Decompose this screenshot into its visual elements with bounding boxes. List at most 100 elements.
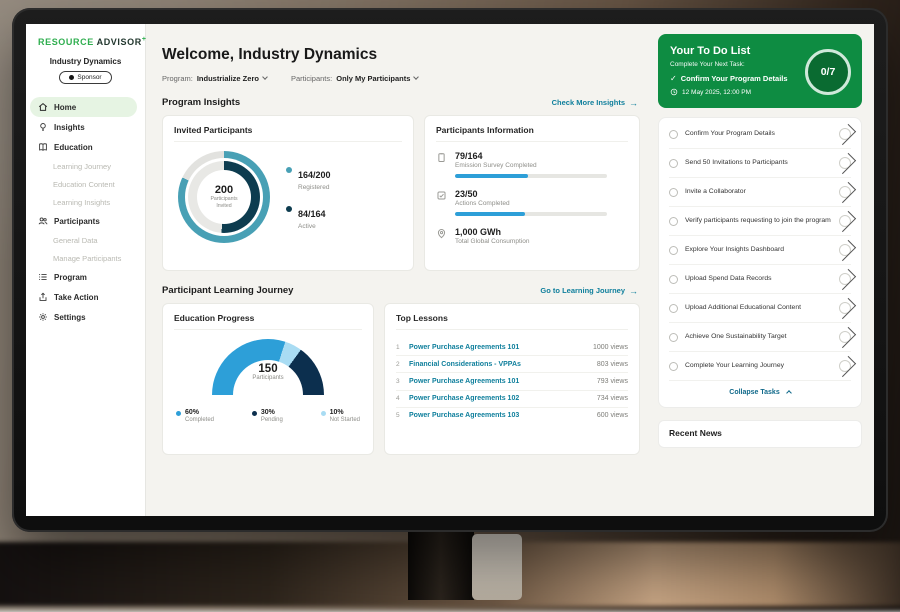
main-content: Welcome, Industry Dynamics Program:Indus… bbox=[146, 24, 652, 516]
arrow-right-icon bbox=[629, 98, 638, 108]
sidebar-item-settings[interactable]: Settings bbox=[26, 307, 145, 327]
monitor-stand bbox=[408, 530, 474, 600]
chevron-down-icon bbox=[262, 74, 268, 80]
legend-label: Pending bbox=[261, 417, 283, 423]
task-checkbox[interactable] bbox=[669, 362, 678, 371]
task-checkbox[interactable] bbox=[669, 159, 678, 168]
task-checkbox[interactable] bbox=[669, 188, 678, 197]
task-checkbox[interactable] bbox=[669, 217, 678, 226]
insights-cards: Invited Participants 200 Participants In… bbox=[162, 115, 640, 271]
check-icon bbox=[670, 74, 677, 83]
lesson-rank: 2 bbox=[396, 361, 409, 368]
task-checkbox[interactable] bbox=[669, 304, 678, 313]
recent-news-header: Recent News bbox=[658, 420, 862, 448]
collapse-tasks-link[interactable]: Collapse Tasks bbox=[669, 381, 851, 405]
lesson-rank: 1 bbox=[396, 344, 409, 351]
sponsor-badge-label: Sponsor bbox=[77, 74, 101, 81]
speaker-object bbox=[472, 534, 522, 600]
donut-center-label: Participants Invited bbox=[207, 196, 241, 210]
task-open-button[interactable] bbox=[839, 273, 851, 285]
task-open-button[interactable] bbox=[839, 302, 851, 314]
task-row[interactable]: Send 50 Invitations to Participants bbox=[669, 149, 851, 178]
sidebar-item-manage-participants[interactable]: Manage Participants bbox=[26, 249, 145, 267]
program-insights-header: Program Insights Check More Insights bbox=[162, 97, 638, 108]
task-open-button[interactable] bbox=[839, 215, 851, 227]
sponsor-badge[interactable]: Sponsor bbox=[59, 71, 111, 84]
check-more-insights-link[interactable]: Check More Insights bbox=[552, 98, 638, 108]
sidebar-item-label: Education Content bbox=[53, 180, 115, 189]
legend-dot bbox=[176, 411, 181, 416]
legend-completed: 60%Completed bbox=[176, 409, 214, 423]
chevron-right-icon bbox=[834, 181, 855, 202]
task-row[interactable]: Complete Your Learning Journey bbox=[669, 352, 851, 381]
task-open-button[interactable] bbox=[839, 244, 851, 256]
task-open-button[interactable] bbox=[839, 331, 851, 343]
action-arrow-icon bbox=[38, 292, 48, 302]
task-row[interactable]: Confirm Your Program Details bbox=[669, 120, 851, 149]
info-value: 79/164 bbox=[455, 151, 607, 161]
lesson-title-link[interactable]: Power Purchase Agreements 101 bbox=[409, 378, 597, 385]
participants-filter[interactable]: Participants:Only My Participants bbox=[291, 74, 418, 83]
lesson-views: 803 views bbox=[597, 361, 628, 368]
card-title: Education Progress bbox=[174, 313, 362, 330]
task-label: Invite a Collaborator bbox=[685, 188, 832, 197]
task-open-button[interactable] bbox=[839, 186, 851, 198]
program-filter[interactable]: Program:Industrialize Zero bbox=[162, 74, 267, 83]
task-open-button[interactable] bbox=[839, 360, 851, 372]
legend-pct: 10% bbox=[330, 409, 360, 416]
list-icon bbox=[38, 272, 48, 282]
task-checkbox[interactable] bbox=[669, 333, 678, 342]
legend-pct: 60% bbox=[185, 409, 214, 416]
sidebar-item-learning-insights[interactable]: Learning Insights bbox=[26, 193, 145, 211]
sidebar-item-education[interactable]: Education bbox=[26, 137, 145, 157]
lesson-views: 734 views bbox=[597, 395, 628, 402]
sidebar-item-home[interactable]: Home bbox=[30, 97, 137, 117]
users-icon bbox=[38, 216, 48, 226]
legend-total: /164 bbox=[308, 209, 326, 219]
task-open-button[interactable] bbox=[839, 157, 851, 169]
journey-cards: Education Progress 150 Participants 60%C… bbox=[162, 303, 640, 455]
section-title: Program Insights bbox=[162, 97, 240, 108]
legend-active: 84/164 Active bbox=[286, 204, 331, 230]
lesson-title-link[interactable]: Financial Considerations - VPPAs bbox=[409, 361, 597, 368]
task-row[interactable]: Invite a Collaborator bbox=[669, 178, 851, 207]
task-label: Upload Additional Educational Content bbox=[685, 304, 832, 313]
gear-icon bbox=[38, 312, 48, 322]
lesson-title-link[interactable]: Power Purchase Agreements 102 bbox=[409, 395, 597, 402]
lesson-rank: 3 bbox=[396, 378, 409, 385]
todo-tasks-card: Confirm Your Program Details Send 50 Inv… bbox=[658, 117, 862, 408]
sidebar-item-general-data[interactable]: General Data bbox=[26, 231, 145, 249]
task-row[interactable]: Explore Your Insights Dashboard bbox=[669, 236, 851, 265]
legend-value: 164 bbox=[298, 170, 313, 180]
check-square-icon bbox=[436, 190, 447, 201]
sidebar-item-program[interactable]: Program bbox=[26, 267, 145, 287]
sidebar-item-insights[interactable]: Insights bbox=[26, 117, 145, 137]
sidebar-item-education-content[interactable]: Education Content bbox=[26, 175, 145, 193]
todo-due-label: 12 May 2025, 12:00 PM bbox=[682, 89, 751, 96]
legend-value: 84 bbox=[298, 209, 308, 219]
task-row[interactable]: Upload Additional Educational Content bbox=[669, 294, 851, 323]
task-checkbox[interactable] bbox=[669, 275, 678, 284]
sidebar-nav: Home Insights Education Learning Journey… bbox=[26, 97, 145, 327]
info-row-actions: 23/50 Actions Completed bbox=[436, 189, 628, 216]
go-to-learning-journey-link[interactable]: Go to Learning Journey bbox=[540, 286, 638, 296]
task-row[interactable]: Achieve One Sustainability Target bbox=[669, 323, 851, 352]
info-row-emission-survey: 79/164 Emission Survey Completed bbox=[436, 151, 628, 178]
lesson-title-link[interactable]: Power Purchase Agreements 101 bbox=[409, 344, 593, 351]
logo-advisor: ADVISOR bbox=[97, 37, 142, 47]
task-checkbox[interactable] bbox=[669, 246, 678, 255]
todo-progress-value: 0/7 bbox=[821, 66, 836, 78]
sidebar-item-participants[interactable]: Participants bbox=[26, 211, 145, 231]
task-open-button[interactable] bbox=[839, 128, 851, 140]
task-checkbox[interactable] bbox=[669, 130, 678, 139]
lesson-title-link[interactable]: Power Purchase Agreements 103 bbox=[409, 412, 597, 419]
sidebar-item-take-action[interactable]: Take Action bbox=[26, 287, 145, 307]
learning-journey-header: Participant Learning Journey Go to Learn… bbox=[162, 285, 638, 296]
sidebar-item-learning-journey[interactable]: Learning Journey bbox=[26, 157, 145, 175]
progress-bar bbox=[455, 174, 607, 178]
task-row[interactable]: Upload Spend Data Records bbox=[669, 265, 851, 294]
top-lessons-card: Top Lessons 1 Power Purchase Agreements … bbox=[384, 303, 640, 455]
sidebar-item-label: Program bbox=[54, 273, 87, 282]
info-value: 1,000 GWh bbox=[455, 227, 529, 237]
task-row[interactable]: Verify participants requesting to join t… bbox=[669, 207, 851, 236]
